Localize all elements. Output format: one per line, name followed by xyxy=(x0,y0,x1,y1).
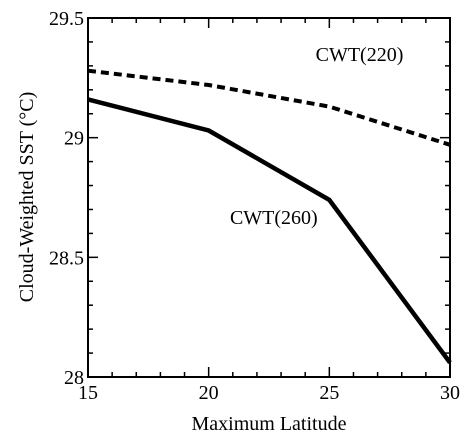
x-tick-label: 30 xyxy=(440,382,460,404)
y-tick-label: 29 xyxy=(64,128,84,150)
series-labels: CWT(220) CWT(260) xyxy=(230,44,403,229)
y-tick-label: 28.5 xyxy=(49,247,84,269)
series-line xyxy=(87,97,452,364)
series-line xyxy=(87,68,451,147)
y-tick-label: 29.5 xyxy=(49,8,84,30)
plot-frame xyxy=(87,17,451,378)
series-label: CWT(260) xyxy=(230,207,318,229)
y-axis-label: Cloud-Weighted SST (°C) xyxy=(16,92,38,302)
y-tick-label: 28 xyxy=(64,367,84,389)
x-tick-label: 20 xyxy=(199,382,219,404)
y-tick-labels: 28 28.5 29 29.5 xyxy=(49,8,84,389)
x-axis-label: Maximum Latitude xyxy=(192,413,347,435)
x-tick-labels: 15 20 25 30 xyxy=(78,382,460,404)
series-label: CWT(220) xyxy=(316,44,404,66)
tick-marks xyxy=(87,17,451,378)
x-tick-label: 25 xyxy=(319,382,339,404)
series-lines xyxy=(87,68,452,364)
x-tick-label: 15 xyxy=(78,382,98,404)
